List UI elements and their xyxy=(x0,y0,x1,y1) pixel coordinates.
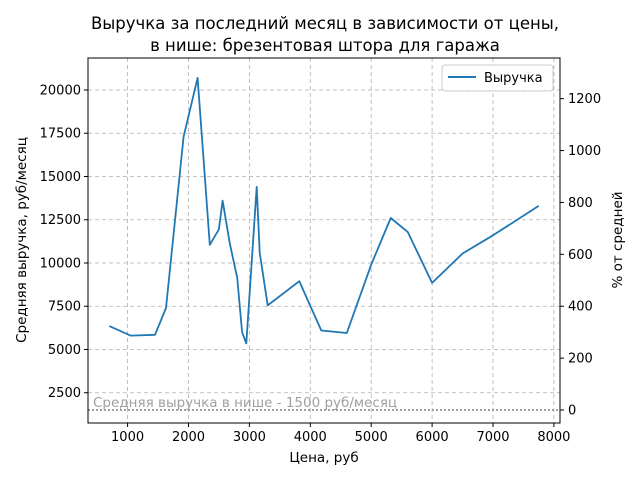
series-line-0 xyxy=(108,77,540,345)
y2-tick-label: 0 xyxy=(568,404,576,419)
legend-box xyxy=(441,64,554,92)
chart-title-line1: Выручка за последний месяц в зависимости… xyxy=(91,14,559,33)
y2-axis: 0 200 400 600 800 1000 1200 xyxy=(560,92,601,419)
y-tick-label: 2500 xyxy=(48,386,81,401)
y2-axis-label: % от средней xyxy=(610,191,626,288)
y-axis-label: Средняя выручка, руб/месяц xyxy=(14,137,30,343)
average-layer: Средняя выручка в нише - 1500 руб/месяц xyxy=(88,395,560,412)
average-label: Средняя выручка в нише - 1500 руб/месяц xyxy=(93,395,397,411)
x-tick-label: 3000 xyxy=(233,430,266,445)
legend: Выручка xyxy=(441,64,554,92)
series-layer xyxy=(108,77,540,345)
x-tick-label: 1000 xyxy=(111,430,144,445)
x-tick-label: 6000 xyxy=(416,430,449,445)
x-tick-label: 5000 xyxy=(355,430,388,445)
y-axis: 2500 5000 7500 10000 12500 15000 17500 20000 xyxy=(40,84,88,401)
x-axis: 1000 2000 3000 4000 5000 6000 7000 8000 xyxy=(111,423,570,445)
y-tick-label: 7500 xyxy=(48,300,81,315)
y2-tick-label: 600 xyxy=(568,248,593,263)
y-tick-label: 20000 xyxy=(40,84,81,99)
y-tick-label: 17500 xyxy=(40,127,81,142)
y2-tick-label: 1000 xyxy=(568,144,601,159)
y-tick-label: 12500 xyxy=(40,213,81,228)
x-tick-label: 8000 xyxy=(537,430,570,445)
x-axis-label: Цена, руб xyxy=(289,450,358,466)
y2-tick-label: 1200 xyxy=(568,92,601,107)
y-tick-label: 5000 xyxy=(48,343,81,358)
x-tick-label: 4000 xyxy=(294,430,327,445)
y-tick-label: 15000 xyxy=(40,170,81,185)
x-tick-label: 2000 xyxy=(172,430,205,445)
y-tick-label: 10000 xyxy=(40,256,81,271)
y2-tick-label: 200 xyxy=(568,352,593,367)
chart-title-line2: в нише: брезентовая штора для гаража xyxy=(150,36,500,55)
plot-frame xyxy=(87,57,561,424)
y2-tick-label: 800 xyxy=(568,196,593,211)
y2-tick-label: 400 xyxy=(568,300,593,315)
legend-label: Выручка xyxy=(484,71,543,86)
x-tick-label: 7000 xyxy=(476,430,509,445)
grid xyxy=(88,58,560,423)
